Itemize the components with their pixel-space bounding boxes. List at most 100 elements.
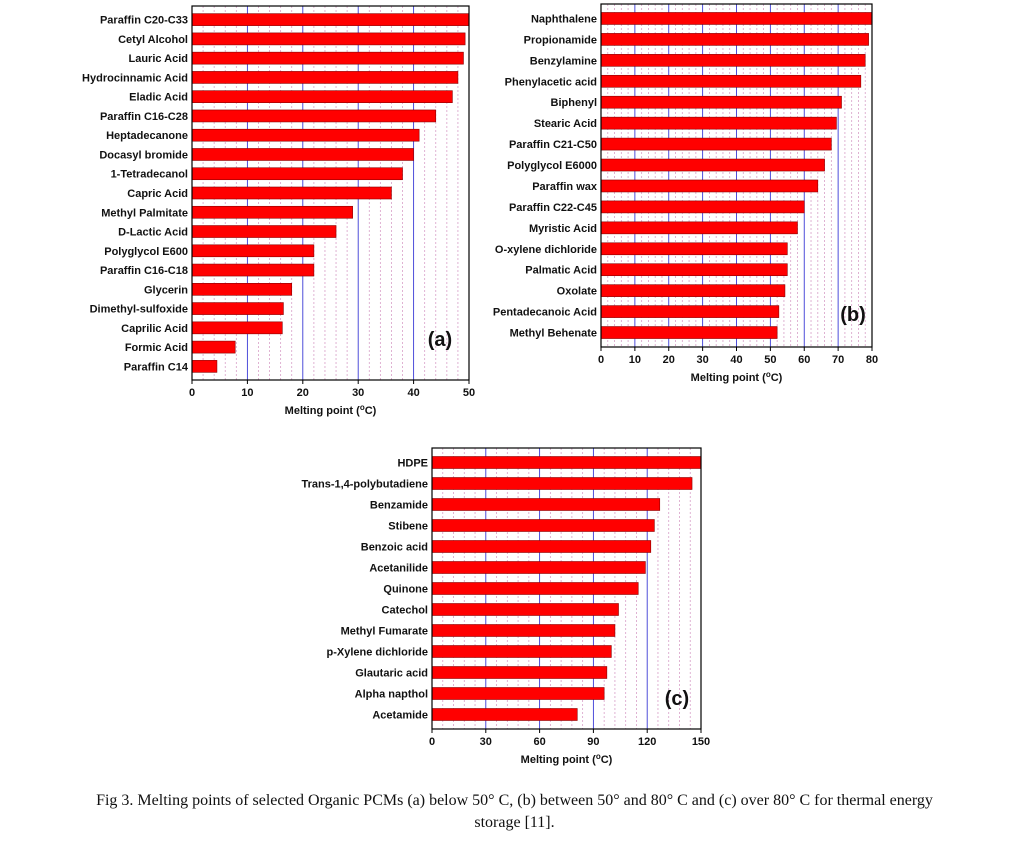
category-label: Methyl Fumarate xyxy=(341,626,428,638)
category-label: Methyl Palmitate xyxy=(101,207,188,219)
category-label: Palmatic Acid xyxy=(525,265,597,277)
x-tick-label: 10 xyxy=(629,354,641,366)
category-label: O-xylene dichloride xyxy=(495,244,597,256)
x-tick-label: 0 xyxy=(429,736,435,748)
bar xyxy=(600,33,869,46)
bar xyxy=(191,225,337,238)
plot-frame xyxy=(431,447,702,730)
category-label: 1-Tetradecanol xyxy=(111,169,188,181)
bar xyxy=(600,54,866,67)
category-label: Paraffin C22-C45 xyxy=(509,202,597,214)
category-label: Benzylamine xyxy=(530,55,597,67)
bar xyxy=(191,244,315,258)
category-label: Paraffin C16-C28 xyxy=(100,111,188,123)
bar xyxy=(600,284,786,297)
bar xyxy=(191,321,283,335)
category-label: Pentadecanoic Acid xyxy=(493,307,597,319)
x-axis-label: Melting point (oC) xyxy=(691,370,783,384)
x-tick-label: 0 xyxy=(189,387,195,399)
bar xyxy=(191,205,353,219)
x-tick-label: 50 xyxy=(764,354,776,366)
category-label: Formic Acid xyxy=(125,342,188,354)
x-axis-label: Melting point (oC) xyxy=(521,752,613,766)
category-label: Cetyl Alcohol xyxy=(118,34,188,46)
bar xyxy=(600,242,788,256)
bar xyxy=(431,687,605,700)
bar xyxy=(431,603,619,616)
category-label: Hydrocinnamic Acid xyxy=(82,72,188,84)
category-label: Phenylacetic acid xyxy=(505,76,597,88)
category-label: Benzamide xyxy=(370,500,428,512)
category-label: Lauric Acid xyxy=(129,53,189,65)
category-label: Paraffin C20-C33 xyxy=(100,15,188,27)
bar xyxy=(600,74,862,88)
bar xyxy=(191,71,459,84)
category-label: Stearic Acid xyxy=(534,118,597,130)
bar xyxy=(191,283,293,296)
bar xyxy=(191,340,236,354)
category-label: Quinone xyxy=(383,584,428,596)
bar xyxy=(431,561,646,574)
panel-label: (b) xyxy=(840,304,866,326)
bar xyxy=(431,456,702,469)
category-label: Eladic Acid xyxy=(129,92,188,104)
x-tick-label: 40 xyxy=(407,387,419,399)
x-tick-label: 70 xyxy=(832,354,844,366)
category-label: Dimethyl-sulfoxide xyxy=(90,304,188,316)
x-tick-label: 90 xyxy=(587,736,599,748)
category-label: Oxolate xyxy=(557,286,597,298)
bar xyxy=(191,167,403,181)
bar xyxy=(191,51,464,65)
bar xyxy=(600,116,837,130)
category-label: Polyglycol E6000 xyxy=(507,160,597,172)
category-label: Benzoic acid xyxy=(361,542,428,554)
category-label: Capric Acid xyxy=(127,188,188,200)
category-label: Paraffin C21-C50 xyxy=(509,139,597,151)
category-label: p-Xylene dichloride xyxy=(327,647,428,659)
x-tick-label: 0 xyxy=(598,354,604,366)
x-tick-label: 120 xyxy=(638,736,656,748)
panel-label: (a) xyxy=(428,329,452,351)
bar xyxy=(431,624,616,637)
bar xyxy=(191,186,392,200)
category-label: Polyglycol E600 xyxy=(104,246,188,258)
x-tick-label: 150 xyxy=(692,736,710,748)
caption-line-2: storage [11]. xyxy=(474,814,555,831)
category-label: Paraffin C14 xyxy=(124,361,189,373)
bar xyxy=(600,221,798,235)
figure-caption: Fig 3. Melting points of selected Organi… xyxy=(0,790,1029,834)
x-tick-label: 30 xyxy=(697,354,709,366)
bar xyxy=(191,90,453,103)
bar xyxy=(431,498,661,511)
bar xyxy=(191,302,284,315)
category-label: Propionamide xyxy=(524,34,597,46)
x-tick-label: 20 xyxy=(297,387,309,399)
category-label: Myristic Acid xyxy=(529,223,597,235)
category-label: Methyl Behenate xyxy=(510,328,597,340)
category-label: Paraffin wax xyxy=(532,181,598,193)
melting-point-charts: Paraffin C20-C33 Cetyl Alcohol Lauric Acid… xyxy=(82,3,878,766)
bar xyxy=(431,666,608,679)
category-label: Alpha napthol xyxy=(355,689,428,701)
x-tick-label: 60 xyxy=(798,354,810,366)
category-label: Glautaric acid xyxy=(355,668,428,680)
category-label: Catechol xyxy=(382,605,428,617)
bar xyxy=(191,128,420,142)
bar xyxy=(600,12,873,25)
bar xyxy=(600,326,778,339)
bar xyxy=(431,645,612,658)
bar xyxy=(431,582,639,595)
category-label: Naphthalene xyxy=(531,13,597,25)
plot-frame xyxy=(191,5,470,381)
category-label: Glycerin xyxy=(144,284,188,296)
x-tick-label: 40 xyxy=(730,354,742,366)
bar xyxy=(191,13,470,26)
x-tick-label: 80 xyxy=(866,354,878,366)
x-tick-label: 30 xyxy=(480,736,492,748)
chart-panel-1: Naphthalene Propionamide Benzylamine Phenyl… xyxy=(493,3,878,384)
bar xyxy=(600,137,832,151)
x-tick-label: 20 xyxy=(663,354,675,366)
category-label: Docasyl bromide xyxy=(99,149,188,161)
caption-line-1: Fig 3. Melting points of selected Organi… xyxy=(96,792,933,809)
bar xyxy=(600,158,825,172)
